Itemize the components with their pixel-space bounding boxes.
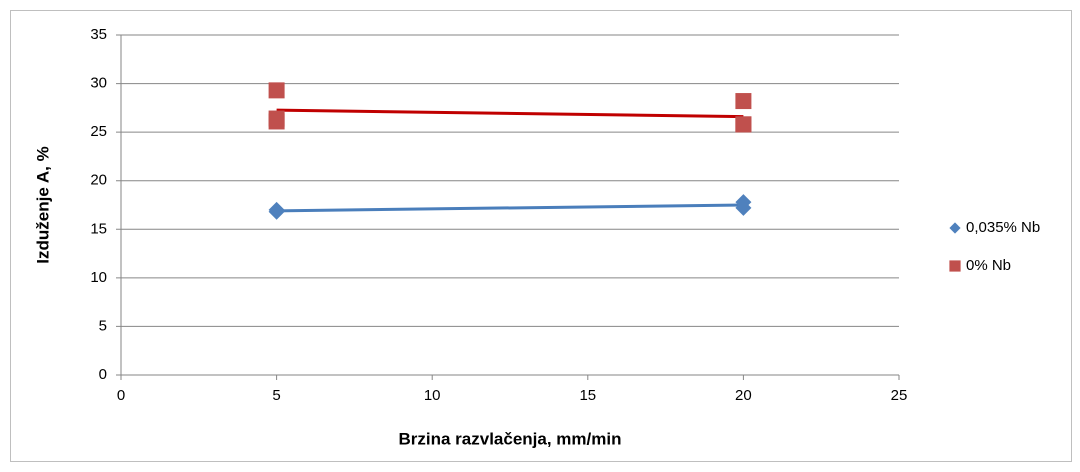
x-tick-label: 20 [735, 387, 752, 404]
x-axis-title: Brzina razvlačenja, mm/min [399, 429, 622, 448]
chart-border [10, 10, 1072, 462]
x-tick-label: 10 [424, 387, 441, 404]
marker [735, 93, 752, 110]
y-axis-title: Izduženje A, % [33, 146, 52, 263]
marker [268, 82, 285, 99]
x-tick-label: 0 [117, 387, 125, 404]
y-tick-label: 15 [90, 220, 107, 237]
legend-marker [949, 222, 961, 234]
marker [735, 116, 752, 133]
x-tick-label: 15 [579, 387, 596, 404]
legend-label: 0% Nb [966, 257, 1011, 274]
y-tick-label: 0 [99, 366, 107, 383]
marker [268, 203, 285, 220]
trendline [276, 203, 744, 213]
y-tick-label: 10 [90, 269, 107, 286]
trendline [276, 108, 744, 119]
y-tick-label: 20 [90, 172, 107, 189]
y-tick-label: 30 [90, 75, 107, 92]
y-tick-label: 25 [90, 123, 107, 140]
x-tick-label: 5 [272, 387, 280, 404]
y-tick-label: 5 [99, 317, 107, 334]
marker [268, 113, 285, 130]
marker [735, 199, 752, 216]
y-tick-label: 35 [90, 26, 107, 43]
legend-label: 0,035% Nb [966, 219, 1040, 236]
legend-marker [949, 260, 961, 272]
x-tick-label: 25 [891, 387, 908, 404]
